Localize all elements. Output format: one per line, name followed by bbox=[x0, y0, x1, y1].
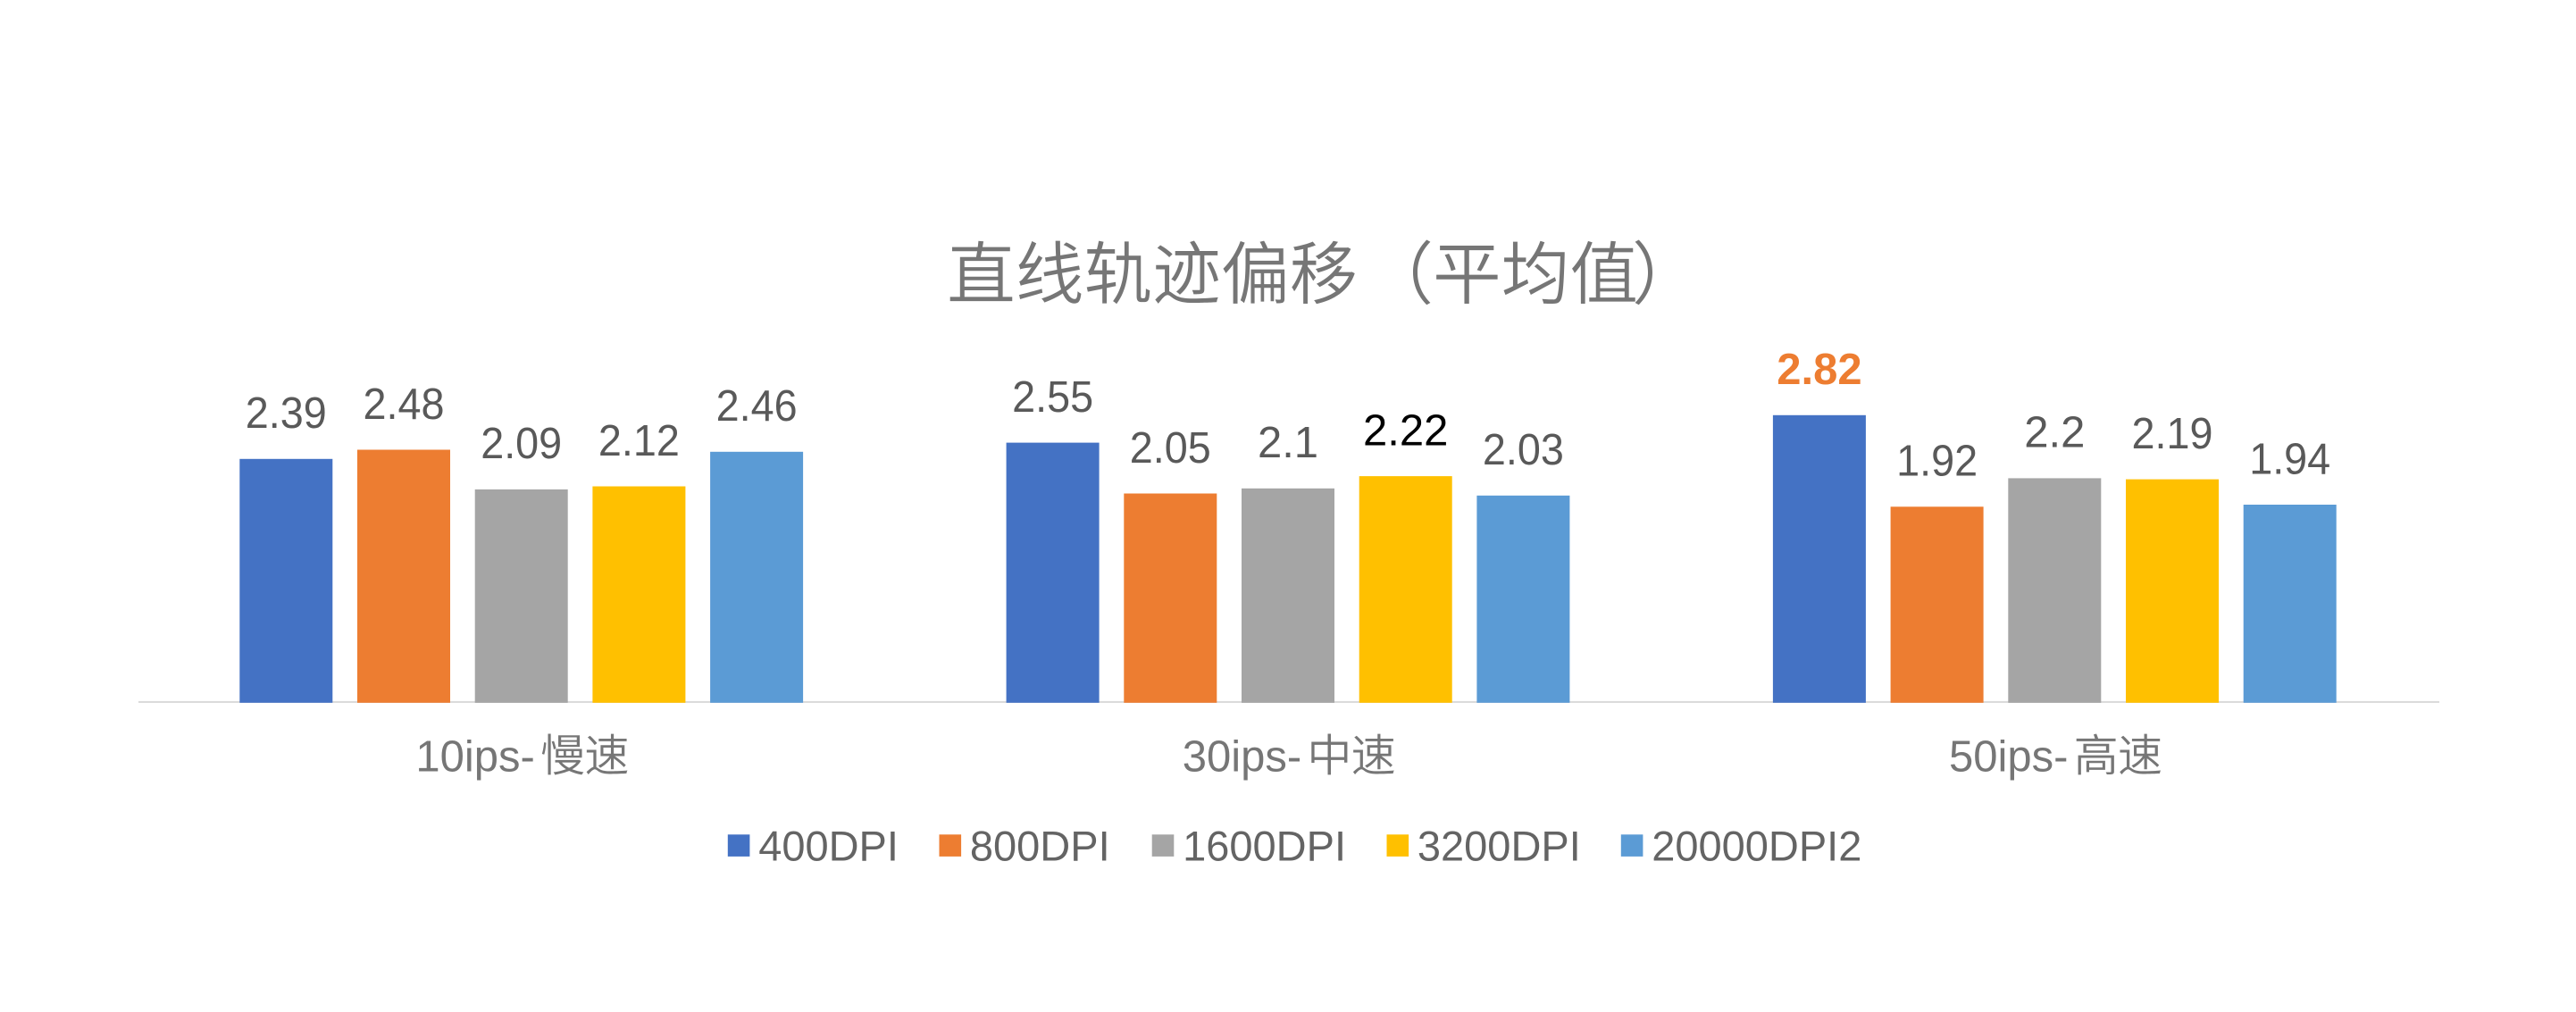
svg-text:2.48: 2.48 bbox=[364, 381, 445, 429]
svg-text:2.2: 2.2 bbox=[2024, 409, 2085, 457]
svg-text:2.05: 2.05 bbox=[1130, 424, 1211, 473]
svg-text:2.82: 2.82 bbox=[1777, 346, 1861, 394]
svg-text:1.94: 1.94 bbox=[2249, 435, 2330, 483]
svg-text:20000DPI2: 20000DPI2 bbox=[1652, 823, 1861, 870]
svg-text:1600DPI: 1600DPI bbox=[1183, 823, 1346, 870]
svg-text:800DPI: 800DPI bbox=[970, 823, 1110, 870]
svg-text:10ips-: 10ips- bbox=[415, 733, 534, 782]
svg-text:2.19: 2.19 bbox=[2132, 410, 2213, 458]
svg-text:1.92: 1.92 bbox=[1896, 438, 1978, 486]
svg-text:2.46: 2.46 bbox=[716, 382, 798, 431]
svg-text:2.55: 2.55 bbox=[1012, 373, 1093, 422]
svg-text:30ips-: 30ips- bbox=[1183, 733, 1301, 782]
svg-text:400DPI: 400DPI bbox=[758, 823, 899, 870]
svg-text:2.22: 2.22 bbox=[1363, 406, 1448, 455]
svg-text:2.03: 2.03 bbox=[1483, 426, 1564, 474]
svg-text:3200DPI: 3200DPI bbox=[1418, 823, 1581, 870]
svg-text:50ips-: 50ips- bbox=[1949, 733, 2068, 782]
svg-text:2.39: 2.39 bbox=[246, 389, 327, 438]
svg-text:2.12: 2.12 bbox=[598, 417, 680, 465]
svg-text:2.1: 2.1 bbox=[1258, 419, 1318, 467]
svg-text:2.09: 2.09 bbox=[481, 420, 562, 468]
